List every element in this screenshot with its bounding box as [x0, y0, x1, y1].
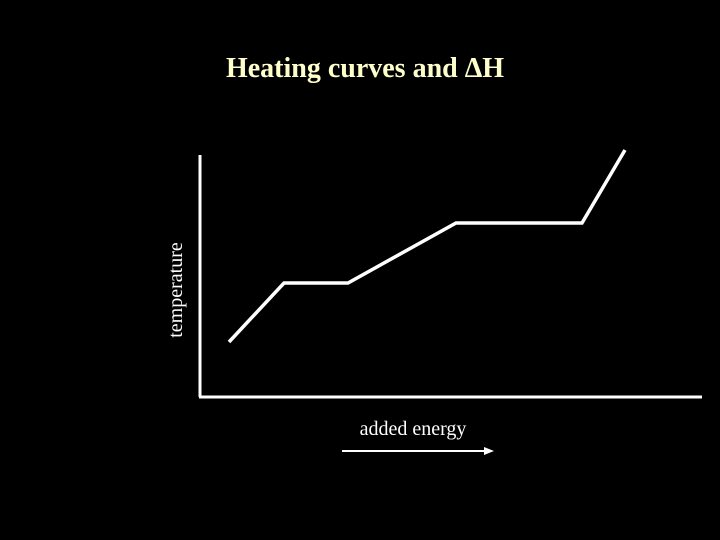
slide-title: Heating curves and ΔH: [226, 53, 504, 84]
energy-arrow-head: [484, 447, 494, 455]
x-axis-label: added energy: [360, 418, 467, 440]
y-axis-label: temperature: [165, 242, 187, 338]
heating-curve: [227, 149, 627, 344]
